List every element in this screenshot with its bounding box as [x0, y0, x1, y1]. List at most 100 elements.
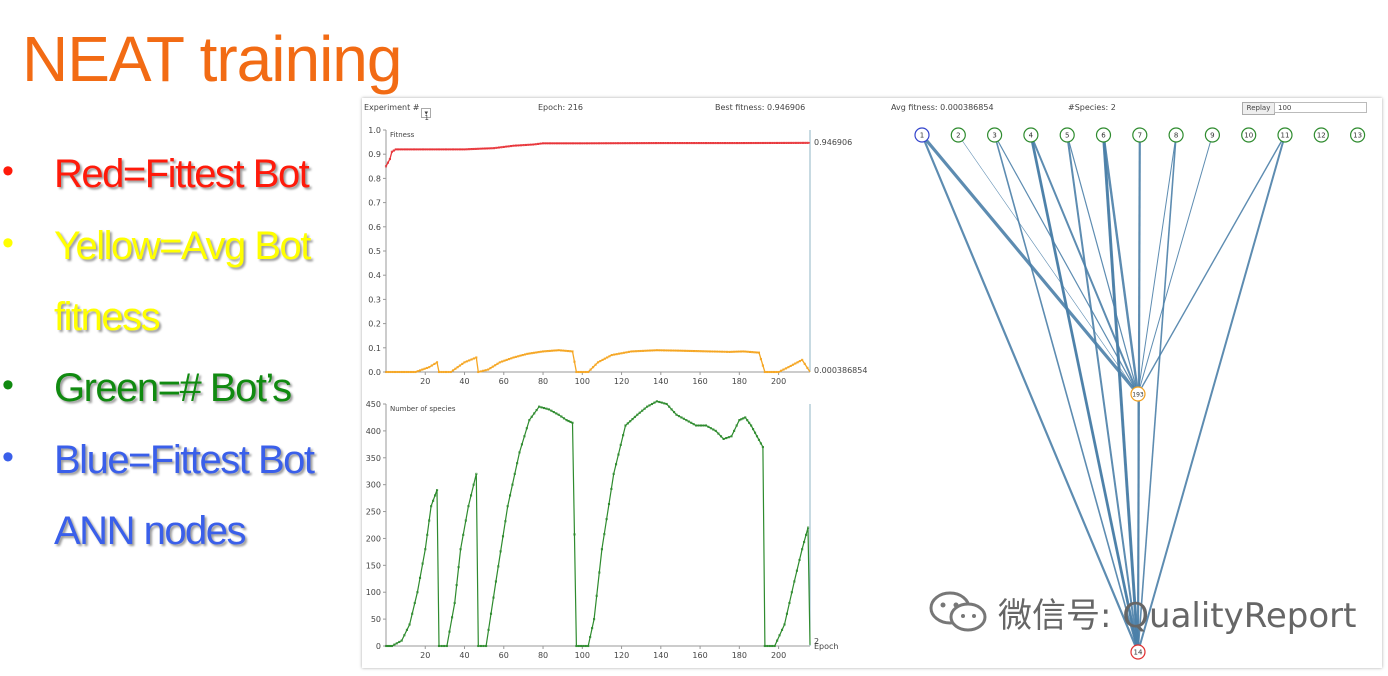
data-point	[753, 431, 757, 434]
data-point	[392, 149, 395, 152]
data-point	[413, 601, 416, 605]
data-point	[566, 349, 569, 353]
data-point	[709, 142, 712, 145]
data-point	[551, 142, 554, 145]
experiment-select[interactable]: 1 ▾	[421, 108, 431, 122]
data-point	[716, 142, 719, 145]
data-point	[742, 142, 746, 145]
data-point	[668, 405, 671, 408]
data-point	[695, 142, 698, 145]
data-point	[662, 142, 665, 145]
network-node	[1204, 127, 1220, 143]
data-point	[665, 402, 668, 406]
data-point	[625, 351, 628, 354]
network-edges	[920, 133, 1286, 653]
y-tick-label: 0.2	[368, 320, 381, 329]
data-point	[770, 370, 773, 374]
data-point	[799, 141, 802, 144]
data-point	[559, 349, 563, 352]
data-point	[759, 141, 762, 145]
data-point	[603, 533, 606, 536]
data-point	[593, 142, 596, 145]
data-point	[700, 424, 703, 427]
data-point	[467, 148, 471, 151]
data-point	[403, 634, 406, 637]
data-point	[755, 351, 758, 354]
data-point	[562, 349, 565, 352]
y-tick-label: 400	[366, 427, 381, 436]
data-point	[419, 148, 422, 151]
data-point	[628, 142, 631, 145]
data-point	[660, 401, 663, 404]
data-point	[500, 146, 503, 149]
data-point	[644, 349, 647, 352]
data-point	[495, 146, 498, 149]
data-point	[435, 361, 439, 364]
data-point	[771, 141, 774, 145]
data-point	[575, 644, 578, 648]
data-point	[615, 463, 618, 466]
experiment-selector[interactable]: Experiment #1 ▾	[364, 103, 431, 122]
data-point	[589, 635, 592, 639]
data-point	[562, 142, 565, 145]
data-point	[667, 349, 670, 352]
data-point	[451, 616, 454, 619]
data-point	[724, 142, 727, 145]
data-point	[785, 612, 788, 615]
data-point	[588, 142, 591, 145]
replay-button[interactable]: Replay	[1242, 102, 1275, 115]
data-point	[746, 419, 749, 422]
y-tick-label: 450	[366, 400, 381, 409]
x-tick-label: 40	[459, 377, 469, 386]
data-point	[626, 422, 629, 425]
data-point	[581, 142, 584, 145]
network-edge	[1137, 134, 1286, 653]
data-point	[610, 354, 613, 357]
data-point	[605, 142, 608, 145]
data-point	[489, 367, 492, 370]
data-point	[424, 548, 427, 551]
data-point	[433, 148, 436, 151]
network-node	[986, 127, 1003, 143]
data-point	[403, 370, 406, 374]
data-point	[693, 142, 696, 145]
data-point	[463, 361, 466, 364]
data-point	[707, 425, 710, 428]
data-point	[589, 368, 592, 371]
data-point	[398, 370, 401, 374]
data-point	[453, 601, 456, 605]
data-point	[440, 644, 443, 648]
data-point	[690, 142, 693, 145]
data-point	[512, 144, 515, 147]
legend-bullet-text: ANN nodes	[54, 509, 247, 553]
data-point	[599, 360, 602, 363]
data-point	[695, 350, 698, 353]
data-point	[477, 147, 480, 150]
replay-input[interactable]: 100	[1274, 102, 1367, 113]
network-node-label: 3	[992, 132, 996, 140]
bullet-dot-icon: •	[2, 438, 14, 476]
data-point	[529, 143, 532, 146]
x-tick-label: 200	[771, 377, 786, 386]
data-point	[498, 361, 501, 364]
data-point	[648, 404, 651, 407]
network-node	[1350, 127, 1366, 143]
data-point	[567, 142, 570, 145]
best-fitness-readout: Best fitness: 0.946906	[715, 103, 806, 112]
data-point	[560, 142, 563, 145]
data-point	[511, 483, 514, 486]
network-node-label: 6	[1101, 132, 1106, 140]
data-point	[512, 356, 515, 359]
data-point	[577, 644, 580, 648]
data-point	[752, 428, 755, 431]
y-tick-label: 0	[376, 642, 381, 651]
y-tick-label: 0.5	[368, 247, 381, 256]
data-point	[728, 350, 731, 353]
data-point	[397, 148, 400, 151]
data-point	[445, 644, 448, 648]
data-point	[789, 364, 792, 367]
data-point	[648, 349, 651, 352]
data-point	[740, 418, 743, 421]
data-point	[583, 142, 586, 145]
data-point	[713, 350, 716, 353]
